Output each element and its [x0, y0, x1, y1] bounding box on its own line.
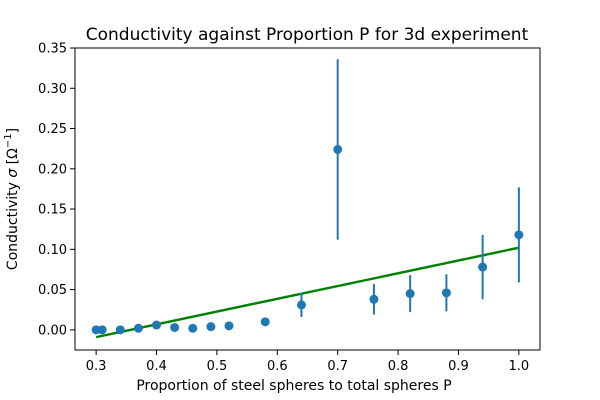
x-tick-label: 0.5 [207, 359, 228, 374]
data-point [514, 230, 524, 240]
y-tick-label: 0.20 [38, 162, 67, 177]
data-point [206, 322, 216, 332]
x-tick-label: 0.7 [327, 359, 348, 374]
data-point [115, 325, 125, 335]
fit-line [95, 246, 520, 339]
x-tick-label: 0.8 [388, 359, 409, 374]
y-tick-label: 0.35 [38, 42, 67, 57]
y-axis-label: Conductivity σ [Ω−1] [3, 128, 21, 270]
y-tick-label: 0.25 [38, 122, 67, 137]
x-tick-label: 0.6 [267, 359, 288, 374]
data-point [97, 325, 107, 335]
data-point [478, 262, 488, 272]
x-tick-label: 1.0 [509, 359, 530, 374]
data-point [441, 288, 451, 298]
chart-title: Conductivity against Proportion P for 3d… [86, 25, 529, 45]
data-point [224, 321, 234, 331]
data-point [152, 320, 162, 330]
y-tick-label: 0.10 [38, 243, 67, 258]
data-point [405, 289, 415, 299]
data-point [133, 323, 143, 333]
y-tick-label: 0.05 [38, 283, 67, 298]
y-tick-label: 0.15 [38, 203, 67, 218]
x-tick-label: 0.9 [448, 359, 469, 374]
y-tick-label: 0.00 [38, 323, 67, 338]
data-point [296, 300, 306, 310]
data-point [369, 294, 379, 304]
data-point [260, 317, 270, 327]
data-point [188, 323, 198, 333]
x-tick-label: 0.3 [86, 359, 107, 374]
axes-frame [74, 47, 541, 351]
y-tick-label: 0.30 [38, 82, 67, 97]
x-tick-label: 0.4 [146, 359, 167, 374]
data-point [333, 144, 343, 154]
x-axis-label: Proportion of steel spheres to total sph… [136, 378, 451, 394]
data-point [170, 322, 180, 332]
plot-area: 0.3 0.4 0.5 0.6 0.7 0.8 0.9 1.0 0.00 0.05 0.10 0.15… [38, 42, 541, 374]
